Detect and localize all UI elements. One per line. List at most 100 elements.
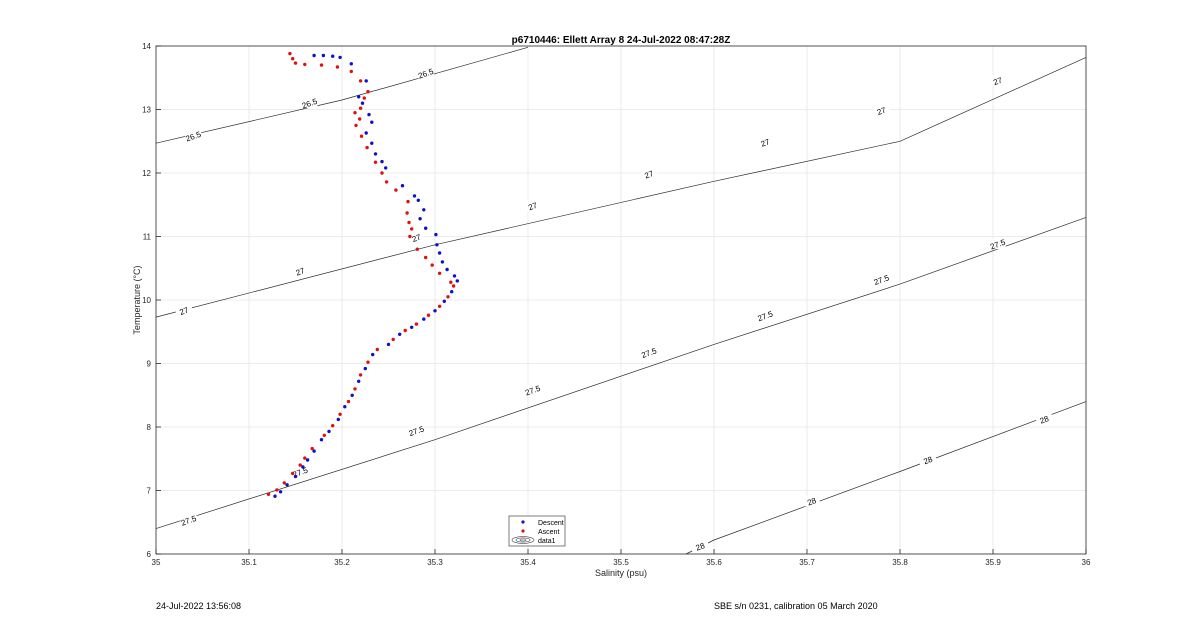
- x-tick-label: 35.2: [334, 558, 350, 567]
- descent-point: [440, 260, 445, 264]
- contour-label-bg: [175, 305, 192, 316]
- contour-label-bg: [408, 232, 425, 243]
- ascent-point: [403, 328, 407, 333]
- y-tick-label: 14: [142, 42, 151, 51]
- ascent-point: [366, 90, 370, 94]
- contour-label-bg: [873, 105, 890, 116]
- ascent-point: [298, 463, 302, 467]
- legend: Descent Ascent data1: [508, 515, 566, 547]
- y-tick-label: 10: [142, 296, 151, 305]
- descent-point: [370, 141, 374, 145]
- ascent-point: [373, 160, 378, 164]
- descent-point: [416, 198, 420, 202]
- isopycnal-26-5: [155, 46, 529, 144]
- y-tick-label: 8: [147, 423, 152, 432]
- y-tick-label: 12: [142, 169, 151, 178]
- contour-label: 27: [643, 169, 655, 181]
- descent-point: [380, 159, 384, 164]
- contour-label-bg: [408, 425, 425, 436]
- descent-point: [371, 352, 375, 357]
- y-tick-label: 11: [143, 233, 152, 242]
- ascent-point: [322, 433, 326, 437]
- descent-point: [278, 490, 283, 494]
- y-tick-label: 13: [142, 106, 151, 115]
- descent-point: [422, 317, 426, 321]
- ascent-point: [394, 188, 398, 192]
- legend-data1-label: data1: [538, 538, 556, 545]
- ascent-point: [437, 271, 442, 275]
- contour-label-bg: [873, 274, 890, 285]
- descent-point: [357, 379, 361, 383]
- contour-label-bg: [640, 347, 657, 358]
- data-points: [266, 51, 459, 498]
- ascent-point: [437, 304, 442, 308]
- contour-label-bg: [757, 310, 774, 321]
- descent-point: [442, 299, 446, 303]
- contour-label: 28: [1039, 414, 1051, 426]
- contour-label-bg: [919, 455, 936, 466]
- x-tick-label: 35: [152, 558, 161, 567]
- ascent-point: [408, 234, 412, 239]
- ascent-point: [358, 106, 363, 110]
- contour-label-bg: [803, 496, 820, 507]
- x-tick-label: 35.9: [985, 558, 1001, 567]
- ascent-point: [331, 424, 335, 428]
- x-axis-label: Salinity (psu): [595, 568, 647, 578]
- ascent-point: [446, 295, 450, 299]
- ascent-point: [391, 337, 395, 342]
- contour-label-bg: [524, 385, 541, 396]
- descent-point: [452, 274, 457, 278]
- ascent-point: [358, 373, 363, 377]
- ascent-point: [275, 488, 279, 492]
- x-tick-label: 36: [1082, 558, 1091, 567]
- contour-label: 27: [178, 305, 190, 317]
- x-tick-label: 35.6: [706, 558, 722, 567]
- descent-point: [301, 465, 305, 469]
- descent-point: [418, 217, 422, 221]
- ascent-point: [354, 123, 358, 128]
- contour-label-bg: [989, 239, 1006, 250]
- isopycnal-lines: 26.526.526.5272727272727272727.527.527.5…: [155, 46, 1087, 555]
- ascent-point: [380, 171, 384, 175]
- contour-label: 27: [876, 105, 888, 117]
- ascent-point: [362, 96, 366, 100]
- descent-point: [400, 184, 405, 188]
- x-tick-label: 35.1: [241, 558, 257, 567]
- x-tick-label: 35.3: [427, 558, 443, 567]
- descent-point: [384, 166, 388, 170]
- ascent-point: [303, 62, 307, 67]
- ascent-point: [346, 399, 351, 404]
- contour-label: 27: [992, 75, 1004, 87]
- descent-point: [435, 243, 439, 247]
- ascent-point: [375, 347, 379, 352]
- ascent-point: [449, 280, 453, 284]
- contour-label-bg: [417, 68, 434, 79]
- isopycnal-27: [155, 57, 1087, 318]
- ascent-point: [303, 456, 307, 460]
- ascent-point: [414, 322, 419, 326]
- ascent-point: [353, 387, 357, 391]
- contour-label-bg: [640, 169, 657, 180]
- ascent-point: [288, 51, 292, 56]
- ascent-point: [415, 247, 419, 251]
- descent-point: [336, 417, 340, 422]
- contour-label: 27: [411, 232, 423, 244]
- y-axis: 6 7 8 9 10 11 12 13 14: [142, 42, 161, 559]
- y-tick-label: 9: [147, 360, 152, 369]
- descent-point: [331, 54, 335, 58]
- descent-point: [327, 429, 331, 434]
- ascent-point: [426, 313, 431, 317]
- ascent-point: [451, 284, 456, 288]
- legend-contour-icon: [511, 536, 535, 544]
- grid: [156, 46, 1086, 554]
- descent-point: [367, 112, 371, 117]
- isopycnal-27-5: [155, 217, 1087, 529]
- contour-label: 27: [295, 266, 307, 278]
- descent-point: [445, 267, 449, 272]
- descent-point: [305, 458, 310, 462]
- contour-label-bg: [292, 266, 309, 277]
- ascent-point: [291, 57, 295, 61]
- descent-point: [450, 290, 454, 294]
- y-axis-label: Temperature (°C): [132, 265, 142, 334]
